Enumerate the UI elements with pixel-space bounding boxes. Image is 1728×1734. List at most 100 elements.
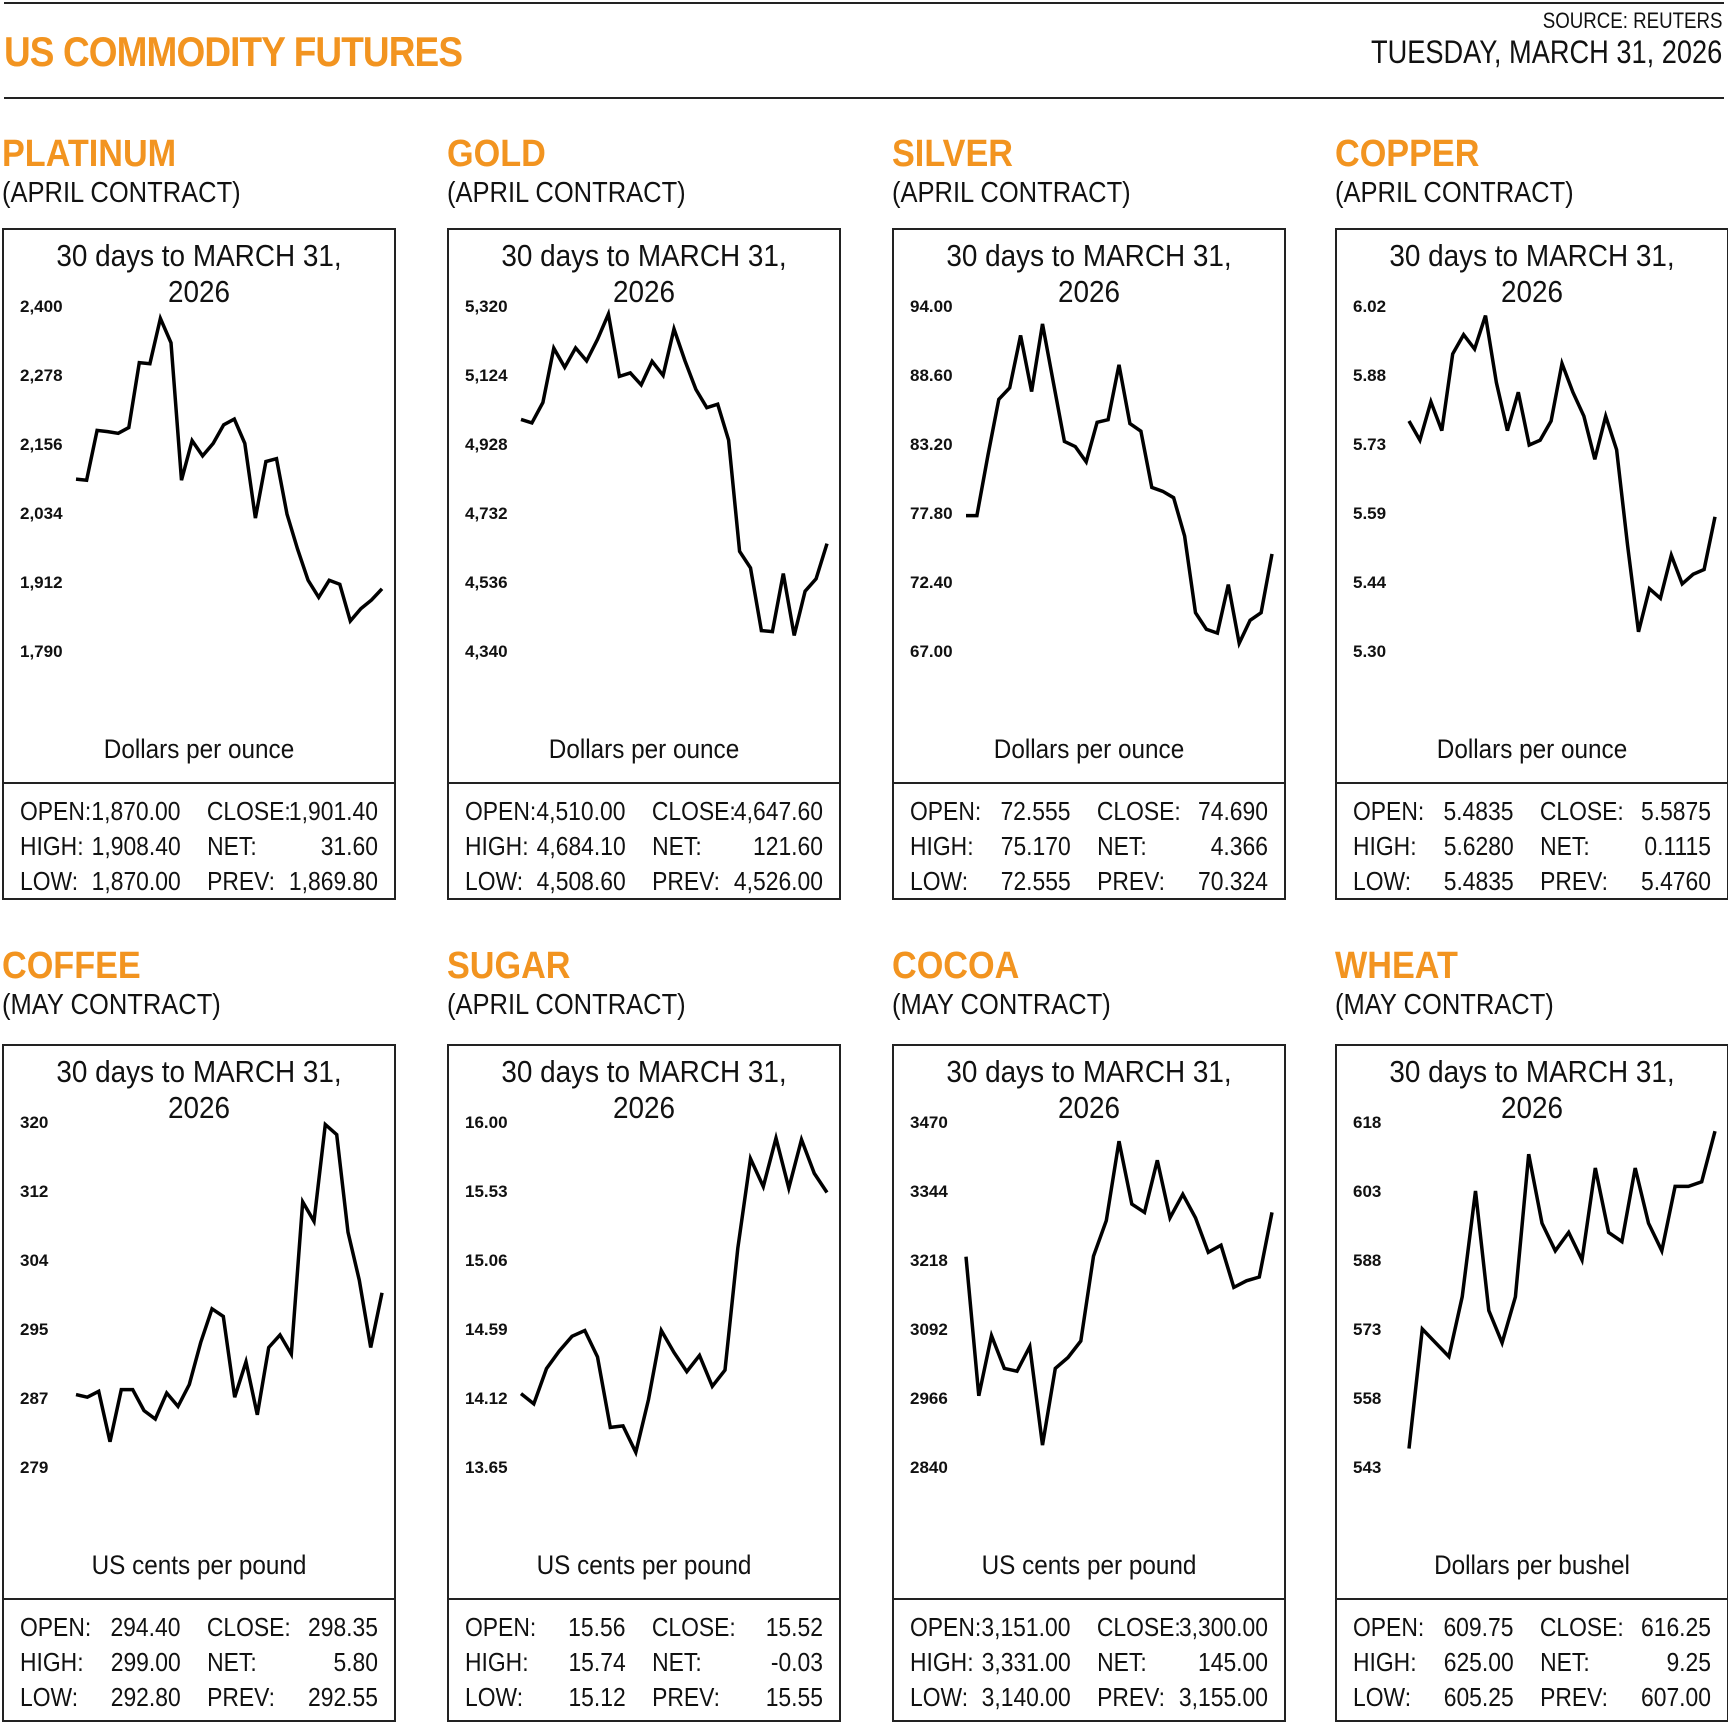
commodity-name: COPPER [1335,133,1480,175]
stats-table: OPEN: 609.75 CLOSE: 616.25 HIGH: 625.00 NET: 9… [1353,1610,1713,1715]
page-title: US COMMODITY FUTURES [4,28,463,75]
stats-row: LOW: 72.555 PREV: 70.324 [910,864,1268,899]
prev-label: PREV: [1097,1682,1165,1712]
prev-value: 15.55 [765,1682,823,1712]
open-value: 3,151.00 [981,1612,1071,1642]
y-tick-label: 4,928 [465,435,508,454]
chart-title: 30 days to MARCH 31, 2026 [56,238,342,309]
open-label: OPEN: [1353,1612,1425,1642]
chart-title: 30 days to MARCH 31, 2026 [946,1054,1232,1125]
unit-label: US cents per pound [536,1550,752,1580]
y-tick-label: 5.44 [1353,573,1387,592]
commodity-panel-coffee: COFFEE (MAY CONTRACT) 30 days to MARCH 3… [2,944,400,1734]
net-label: NET: [1097,1647,1147,1677]
chart-title: 30 days to MARCH 31, 2026 [1389,238,1675,309]
line-chart: 94.00 88.60 83.20 77.80 72.40 67.00 [910,297,1274,661]
open-label: OPEN: [910,1612,982,1642]
chart-box: 30 days to MARCH 31, 2026 3470 3344 3218 30… [892,1044,1286,1722]
open-label: OPEN: [465,1612,537,1642]
y-tick-label: 2,400 [20,297,63,316]
low-value: 605.25 [1443,1682,1514,1712]
y-tick-label: 83.20 [910,435,953,454]
price-series-line [966,323,1274,649]
high-value: 4,684.10 [536,831,626,861]
low-label: LOW: [910,866,969,896]
open-label: OPEN: [20,796,92,826]
unit-label: Dollars per ounce [548,734,740,764]
prev-label: PREV: [652,866,720,896]
chart-box: 30 days to MARCH 31, 2026 320 312 304 295 28… [2,1044,396,1722]
net-value: 5.80 [333,1647,378,1677]
net-value: 9.25 [1666,1647,1711,1677]
high-label: HIGH: [910,1647,974,1677]
unit-label: Dollars per ounce [993,734,1185,764]
contract-label: (MAY CONTRACT) [1335,989,1554,1021]
commodity-panel-platinum: PLATINUM (APRIL CONTRACT) 30 days to MAR… [2,132,400,922]
stats-row: HIGH: 4,684.10 NET: 121.60 [465,829,823,864]
stats-row: LOW: 1,870.00 PREV: 1,869.80 [20,864,378,899]
low-value: 4,508.60 [536,866,626,896]
y-tick-label: 573 [1353,1320,1381,1339]
open-label: OPEN: [20,1612,92,1642]
y-tick-label: 72.40 [910,573,953,592]
y-tick-label: 295 [20,1320,48,1339]
stats-row: OPEN: 4,510.00 CLOSE: 4,647.60 [465,794,823,829]
low-value: 292.80 [110,1682,181,1712]
commodity-panel-gold: GOLD (APRIL CONTRACT) 30 days to MARCH 3… [447,132,845,922]
close-value: 15.52 [765,1612,823,1642]
low-label: LOW: [1353,866,1412,896]
high-value: 3,331.00 [981,1647,1071,1677]
y-tick-label: 77.80 [910,504,953,523]
stats-row: HIGH: 299.00 NET: 5.80 [20,1645,378,1680]
high-value: 1,908.40 [91,831,181,861]
open-value: 294.40 [110,1612,181,1642]
y-tick-label: 3218 [910,1251,948,1270]
stats-row: OPEN: 1,870.00 CLOSE: 1,901.40 [20,794,378,829]
prev-value: 1,869.80 [288,866,378,896]
date-label: TUESDAY, MARCH 31, 2026 [1370,34,1722,70]
net-label: NET: [207,831,257,861]
y-tick-label: 5.88 [1353,366,1386,385]
close-value: 74.690 [1197,796,1268,826]
stats-row: OPEN: 294.40 CLOSE: 298.35 [20,1610,378,1645]
y-tick-label: 14.12 [465,1389,508,1408]
high-label: HIGH: [20,831,84,861]
y-tick-label: 588 [1353,1251,1381,1270]
high-value: 5.6280 [1443,831,1514,861]
chart-box: 30 days to MARCH 31, 2026 94.00 88.60 83.2… [892,228,1286,900]
close-label: CLOSE: [651,1612,736,1642]
close-label: CLOSE: [651,796,736,826]
open-value: 5.4835 [1443,796,1514,826]
y-tick-label: 14.59 [465,1320,508,1339]
contract-label: (APRIL CONTRACT) [447,989,686,1021]
net-value: 31.60 [320,831,378,861]
line-chart: 6.02 5.88 5.73 5.59 5.44 5.30 [1353,297,1717,661]
stats-divider [1337,782,1727,784]
commodity-name: SILVER [892,133,1013,175]
y-tick-label: 2,034 [20,504,63,523]
price-series-line [519,1131,829,1458]
stats-divider [894,782,1284,784]
low-value: 5.4835 [1443,866,1514,896]
y-tick-label: 1,790 [20,642,63,661]
price-series-line [1407,1130,1717,1449]
y-tick-label: 543 [1353,1458,1381,1477]
y-tick-label: 16.00 [465,1113,508,1132]
net-label: NET: [652,831,702,861]
stats-row: LOW: 605.25 PREV: 607.00 [1353,1680,1711,1715]
open-label: OPEN: [465,796,537,826]
open-value: 15.56 [568,1612,626,1642]
high-label: HIGH: [465,831,529,861]
high-label: HIGH: [465,1647,529,1677]
close-label: CLOSE: [1096,796,1181,826]
y-tick-label: 279 [20,1458,48,1477]
net-value: -0.03 [770,1647,823,1677]
y-tick-label: 2840 [910,1458,948,1477]
high-label: HIGH: [1353,1647,1417,1677]
open-value: 4,510.00 [536,796,626,826]
close-label: CLOSE: [1539,1612,1624,1642]
line-chart: 3470 3344 3218 3092 2966 2840 [910,1113,1274,1477]
stats-row: HIGH: 3,331.00 NET: 145.00 [910,1645,1268,1680]
commodity-name: COCOA [892,945,1020,987]
prev-label: PREV: [1097,866,1165,896]
